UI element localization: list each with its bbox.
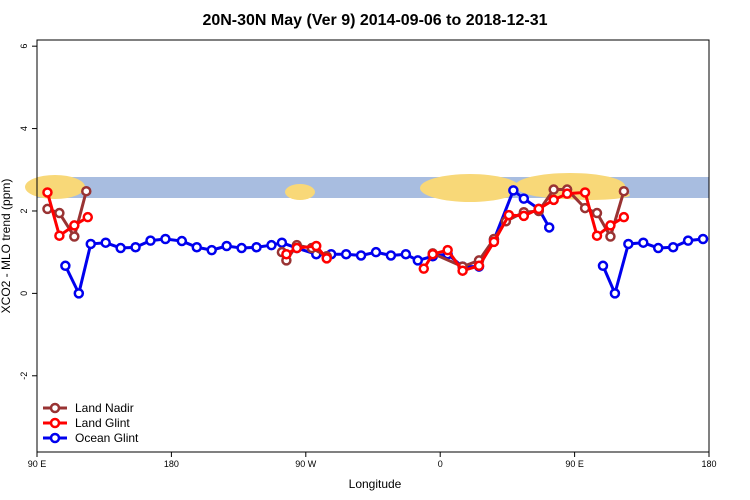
data-point <box>85 238 97 250</box>
data-point <box>518 210 530 222</box>
data-point <box>561 188 573 199</box>
data-point <box>60 260 71 272</box>
data-point <box>145 235 156 246</box>
data-point <box>54 207 65 219</box>
data-point <box>340 248 352 260</box>
data-point <box>176 235 188 247</box>
x-tick-label: 90 E <box>565 459 584 469</box>
series-line <box>64 188 704 295</box>
legend-marker <box>49 402 61 414</box>
x-tick-label: 90 E <box>28 459 47 469</box>
data-point <box>69 231 80 242</box>
legend-label: Land Glint <box>75 416 130 430</box>
data-point <box>160 233 171 245</box>
data-point <box>618 185 630 197</box>
legend-marker <box>49 432 61 444</box>
data-point <box>206 244 217 256</box>
x-tick-label: 180 <box>164 459 179 469</box>
plot-frame <box>36 39 710 453</box>
data-point <box>652 242 664 254</box>
data-point <box>488 236 500 248</box>
y-tick-label: 4 <box>19 126 29 131</box>
data-point <box>221 240 232 252</box>
data-point <box>236 242 247 254</box>
data-point <box>81 185 92 197</box>
y-tick-label: 0 <box>19 291 29 296</box>
y-tick-label: 2 <box>19 208 29 213</box>
data-point <box>618 211 630 223</box>
chart-title: 20N-30N May (Ver 9) 2014-09-06 to 2018-1… <box>202 12 547 29</box>
legend-label: Land Nadir <box>75 401 134 415</box>
data-point <box>548 194 559 206</box>
data-point <box>457 265 468 276</box>
data-point <box>418 263 430 274</box>
data-point <box>311 240 322 252</box>
data-point <box>54 230 65 241</box>
legend-marker <box>49 417 61 429</box>
data-point <box>591 207 603 219</box>
data-point <box>82 211 94 223</box>
data-point <box>548 184 559 195</box>
data-point <box>355 250 367 261</box>
data-point <box>667 241 679 253</box>
x-tick-label: 90 W <box>295 459 317 469</box>
data-point <box>281 248 292 260</box>
y-tick-label: -2 <box>19 372 29 380</box>
data-point <box>597 260 609 272</box>
data-point <box>605 231 616 242</box>
data-point <box>697 233 709 245</box>
data-point <box>130 241 141 253</box>
data-point <box>609 288 621 299</box>
data-point <box>427 248 438 260</box>
data-point <box>191 241 203 253</box>
data-point <box>251 241 262 253</box>
x-axis-label: Longitude <box>349 477 402 491</box>
data-point <box>115 242 126 254</box>
y-tick-label: 6 <box>19 44 29 49</box>
x-tick-label: 0 <box>438 459 443 469</box>
data-point <box>400 248 412 260</box>
data-point <box>321 253 332 264</box>
data-point <box>605 220 616 231</box>
data-point <box>503 209 515 221</box>
data-point <box>473 260 485 272</box>
data-point <box>266 239 277 251</box>
data-point <box>442 244 453 256</box>
data-point <box>518 193 530 204</box>
data-point <box>543 222 555 233</box>
data-point <box>291 242 303 254</box>
y-axis-label: XCO2 - MLO trend (ppm) <box>0 179 13 314</box>
data-point <box>69 220 80 231</box>
data-point <box>682 235 694 246</box>
data-point <box>533 203 545 215</box>
data-point <box>42 187 53 198</box>
map-strip <box>25 173 709 202</box>
legend-label: Ocean Glint <box>75 431 139 445</box>
data-point <box>623 238 634 250</box>
data-point <box>579 187 591 198</box>
data-point <box>370 246 382 258</box>
data-point <box>385 250 397 261</box>
data-point <box>638 237 649 248</box>
data-point <box>508 185 519 196</box>
data-point <box>73 288 85 299</box>
data-point <box>276 237 288 248</box>
data-point <box>412 255 424 266</box>
data-point <box>100 237 111 248</box>
x-tick-label: 180 <box>701 459 716 469</box>
data-point <box>591 230 603 241</box>
